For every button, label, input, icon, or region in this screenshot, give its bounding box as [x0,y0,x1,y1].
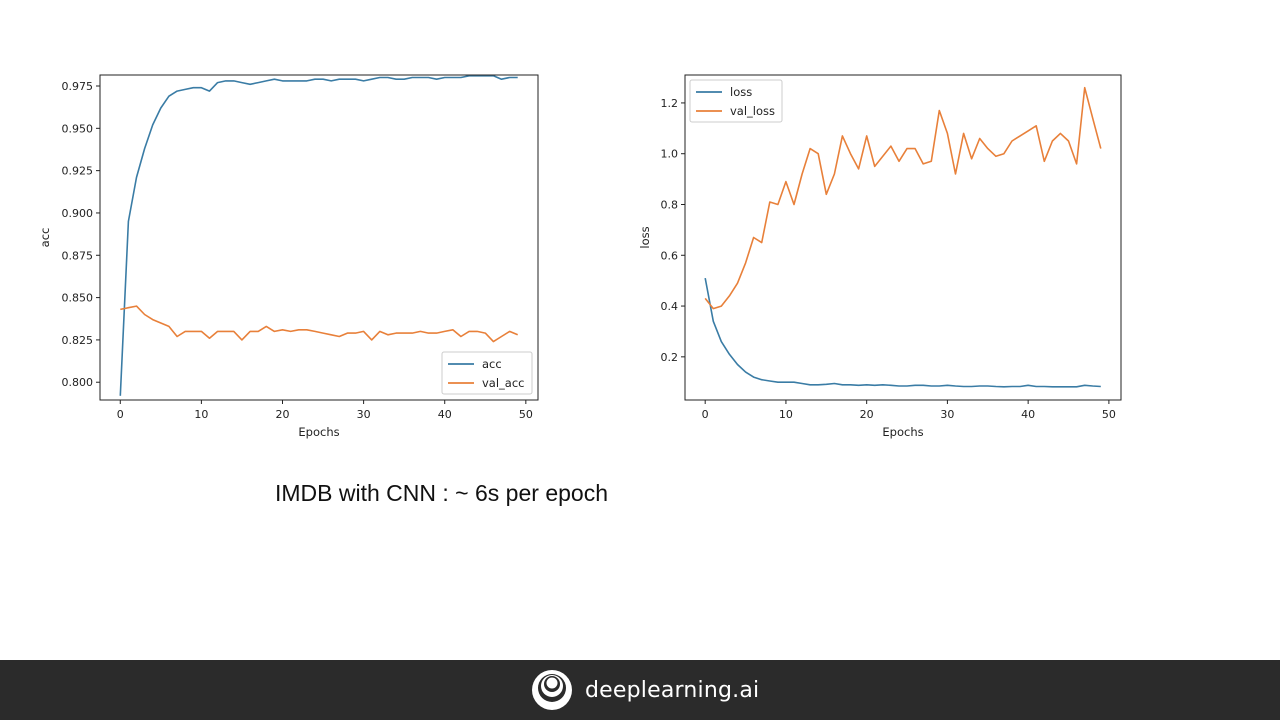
loss-ytick-label: 0.8 [661,198,679,211]
loss-legend-label: val_loss [730,104,775,118]
acc-ytick-label: 0.900 [62,207,94,220]
acc-xtick-label: 30 [357,408,371,421]
brand-name: deeplearning.ai [585,677,760,703]
acc-xtick-label: 10 [194,408,208,421]
loss-ytick-label: 0.4 [661,300,679,313]
acc-yaxis-label: acc [38,228,52,248]
loss-xtick-label: 20 [860,408,874,421]
acc-ytick-label: 0.825 [62,334,94,347]
acc-ytick-label: 0.950 [62,122,94,135]
slide-caption: IMDB with CNN : ~ 6s per epoch [275,480,608,506]
acc-legend: acc val_acc [441,351,533,395]
acc-legend-label: val_acc [482,376,525,390]
brand: deeplearning.ai [531,669,759,711]
acc-legend-label: acc [482,357,502,371]
loss-chart: 0 10 20 30 40 500.20.40.60.81.01.2Epochslossl… [638,74,1122,439]
acc-xtick-label: 40 [438,408,452,421]
loss-legend: loss val_loss [689,79,783,123]
loss-plot-frame [684,74,1122,401]
acc-ytick-label: 0.875 [62,249,94,262]
acc-series-val_acc [120,305,519,343]
acc-xtick-label: 50 [519,408,533,421]
loss-series-loss [704,277,1101,388]
acc-plot-frame [99,74,539,401]
acc-xtick-label: 0 [117,408,124,421]
acc-ytick-label: 0.850 [62,292,94,305]
slide: 0 10 20 30 40 50 0.800 0.825 0.850 0.875 0.900 0.92… [38,74,1122,506]
acc-ytick-label: 0.975 [62,80,94,93]
loss-xtick-label: 0 [702,408,709,421]
acc-ytick-label: 0.925 [62,165,94,178]
loss-xtick-label: 10 [779,408,793,421]
loss-xtick-label: 50 [1102,408,1116,421]
loss-yaxis-label: loss [638,226,652,248]
acc-series-acc [119,75,518,396]
loss-xtick-label: 30 [940,408,954,421]
loss-ytick-label: 0.6 [661,249,679,262]
loss-xtick-label: 40 [1021,408,1035,421]
loss-ytick-label: 0.2 [661,351,679,364]
acc-ytick-label: 0.800 [62,376,94,389]
loss-ytick-label: 1.2 [661,97,679,110]
loss-legend-label: loss [730,85,752,99]
acc-xtick-label: 20 [276,408,290,421]
acc-xaxis-label: Epochs [298,425,339,439]
loss-ytick-label: 1.0 [661,148,679,161]
deeplearning-logo-icon [532,670,572,710]
footer-bar [0,660,1280,720]
loss-series-val_loss [704,86,1102,310]
accuracy-chart: 0 10 20 30 40 50 0.800 0.825 0.850 0.875 0.900 0.92… [38,74,539,439]
loss-xaxis-label: Epochs [882,425,923,439]
